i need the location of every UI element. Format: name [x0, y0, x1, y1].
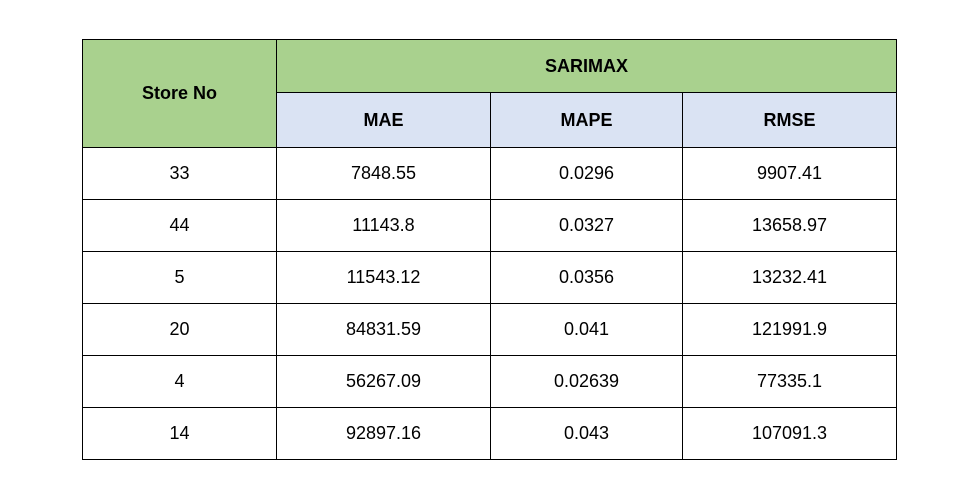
table-row: 14 92897.16 0.043 107091.3 [82, 407, 898, 460]
mae-cell: 11543.12 [276, 251, 491, 304]
mape-cell: 0.0327 [490, 199, 683, 252]
mape-cell: 0.043 [490, 407, 683, 460]
mae-cell: 7848.55 [276, 147, 491, 200]
store-cell: 5 [82, 251, 277, 304]
sarimax-group-header: SARIMAX [275, 39, 898, 93]
table-row: 4 56267.09 0.02639 77335.1 [82, 355, 898, 408]
store-cell: 44 [82, 199, 277, 252]
mae-cell: 11143.8 [276, 199, 491, 252]
rmse-cell: 13232.41 [681, 251, 898, 304]
header-row-metrics: MAE MAPE RMSE [83, 92, 898, 148]
mae-cell: 84831.59 [276, 303, 491, 356]
table-row: 33 7848.55 0.0296 9907.41 [82, 147, 898, 200]
rmse-cell: 13658.97 [681, 199, 898, 252]
rmse-cell: 107091.3 [681, 407, 898, 460]
mae-cell: 92897.16 [276, 407, 491, 460]
table-header: Store No SARIMAX MAE MAPE RMSE [82, 39, 898, 148]
store-cell: 4 [82, 355, 277, 408]
mape-header: MAPE [490, 92, 683, 148]
rmse-cell: 77335.1 [681, 355, 898, 408]
table-row: 20 84831.59 0.041 121991.9 [82, 303, 898, 356]
rmse-cell: 9907.41 [681, 147, 898, 200]
mape-cell: 0.0296 [490, 147, 683, 200]
store-cell: 33 [82, 147, 277, 200]
store-cell: 14 [82, 407, 277, 460]
header-row-group: Store No SARIMAX [82, 39, 898, 148]
mae-header: MAE [276, 92, 491, 148]
table-row: 44 11143.8 0.0327 13658.97 [82, 199, 898, 252]
table-row: 5 11543.12 0.0356 13232.41 [82, 251, 898, 304]
store-no-header: Store No [82, 39, 277, 148]
store-cell: 20 [82, 303, 277, 356]
table-body: 33 7848.55 0.0296 9907.41 44 11143.8 0.0… [82, 147, 898, 460]
mape-cell: 0.02639 [490, 355, 683, 408]
mae-cell: 56267.09 [276, 355, 491, 408]
mape-cell: 0.0356 [490, 251, 683, 304]
mape-cell: 0.041 [490, 303, 683, 356]
rmse-cell: 121991.9 [681, 303, 898, 356]
sarimax-results-table: Store No SARIMAX MAE MAPE RMSE 33 7848.5… [82, 39, 898, 460]
rmse-header: RMSE [681, 92, 898, 148]
